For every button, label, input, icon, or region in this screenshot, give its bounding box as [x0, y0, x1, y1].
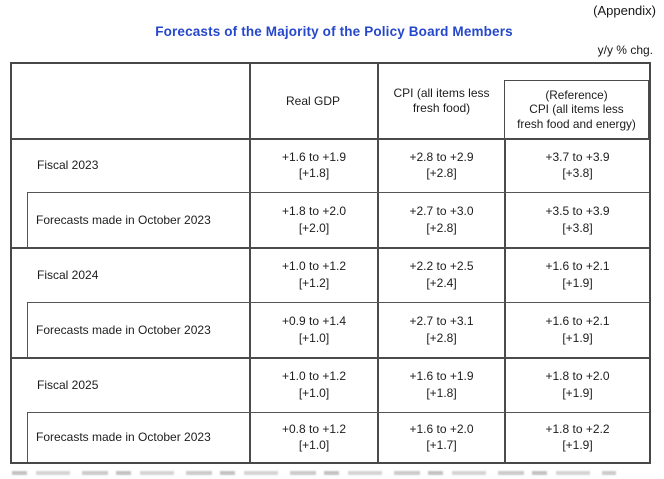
cpi-cell-fiscal-2024: +2.2 to +2.5 [+2.4]	[379, 247, 504, 302]
gdp-cell-fiscal-2024: +1.0 to +1.2 [+1.2]	[251, 247, 377, 302]
forecast-range: +2.7 to +3.0	[409, 204, 474, 218]
forecast-table: Real GDP CPI (all items less fresh food)…	[10, 62, 651, 464]
forecast-median: [+2.8]	[426, 166, 457, 180]
cpi-cell-revision-2025: +1.6 to +2.0 [+1.7]	[379, 412, 504, 462]
header-cpi-line2: fresh food)	[412, 101, 471, 115]
header-reference-line3: fresh food and energy)	[517, 116, 636, 131]
gdp-cell-fiscal-2023: +1.6 to +1.9 [+1.8]	[251, 138, 377, 192]
reference-cell-fiscal-2024: +1.6 to +2.1 [+1.9]	[506, 247, 649, 302]
cpi-cell-fiscal-2025: +1.6 to +1.9 [+1.8]	[379, 357, 504, 412]
row-label-fiscal-2024: Fiscal 2024	[37, 267, 99, 282]
forecast-median: [+1.2]	[298, 275, 330, 290]
forecast-range: +1.6 to +1.9	[409, 369, 474, 383]
reference-cell-revision-2025: +1.8 to +2.2 [+1.9]	[506, 412, 649, 462]
row-divider-revision-2024	[27, 302, 649, 304]
forecast-range: +3.5 to +3.9	[545, 204, 610, 218]
forecast-median: [+1.0]	[298, 438, 330, 452]
column-divider-2	[377, 64, 379, 462]
forecast-range: +1.0 to +1.2	[281, 259, 347, 273]
cpi-cell-fiscal-2023: +2.8 to +2.9 [+2.8]	[379, 138, 504, 192]
forecast-median: [+1.9]	[562, 330, 593, 345]
gdp-cell-fiscal-2025: +1.0 to +1.2 [+1.0]	[251, 357, 377, 412]
column-divider-1	[249, 64, 251, 462]
row-label-revision-2023: Forecasts made in October 2023	[36, 212, 211, 227]
revision-box-left-edge-2023	[27, 192, 29, 247]
forecast-median: [+3.8]	[562, 220, 593, 235]
truncated-note-line	[12, 471, 616, 475]
forecast-median: [+1.9]	[562, 385, 593, 400]
forecast-median: [+1.9]	[562, 275, 593, 290]
forecast-median: [+2.4]	[426, 275, 457, 290]
row-label-revision-2025: Forecasts made in October 2023	[36, 430, 211, 444]
header-cpi: CPI (all items less fresh food)	[379, 64, 504, 138]
forecast-range: +0.9 to +1.4	[281, 314, 347, 328]
gdp-cell-revision-2025: +0.8 to +1.2 [+1.0]	[251, 412, 377, 462]
header-bottom-border	[12, 138, 649, 140]
forecast-range: +1.6 to +2.1	[545, 314, 610, 328]
reference-cell-fiscal-2025: +1.8 to +2.0 [+1.9]	[506, 357, 649, 412]
column-divider-3	[504, 138, 506, 462]
forecast-median: [+1.0]	[298, 385, 330, 400]
header-reference-line1: (Reference)	[545, 87, 608, 102]
header-reference-line2: CPI (all items less	[529, 102, 624, 117]
forecast-median: [+1.7]	[426, 438, 457, 452]
revision-box-left-edge-2025	[27, 412, 29, 462]
forecast-median: [+3.8]	[562, 166, 593, 180]
gdp-cell-revision-2024: +0.9 to +1.4 [+1.0]	[251, 302, 377, 357]
forecast-range: +2.7 to +3.1	[409, 314, 474, 328]
header-cpi-line1: CPI (all items less	[393, 86, 490, 100]
reference-cell-revision-2023: +3.5 to +3.9 [+3.8]	[506, 192, 649, 247]
forecast-median: [+2.0]	[298, 220, 330, 235]
row-divider-revision-2025	[27, 412, 649, 414]
forecast-median: [+1.0]	[298, 330, 330, 345]
forecast-median: [+2.8]	[426, 330, 457, 345]
row-label-fiscal-2025: Fiscal 2025	[37, 377, 99, 392]
forecast-median: [+1.9]	[562, 438, 593, 452]
forecast-range: +1.8 to +2.2	[545, 421, 610, 436]
unit-label: y/y % chg.	[597, 43, 653, 57]
forecast-range: +1.8 to +2.0	[281, 204, 347, 218]
forecast-range: +1.0 to +1.2	[281, 369, 347, 383]
header-real-gdp-label: Real GDP	[285, 93, 341, 108]
forecast-range: +2.8 to +2.9	[409, 149, 474, 164]
forecast-range: +2.2 to +2.5	[409, 259, 474, 273]
page-title: Forecasts of the Majority of the Policy …	[155, 24, 513, 39]
appendix-label: (Appendix)	[593, 3, 656, 18]
forecast-range: +0.8 to +1.2	[281, 421, 347, 436]
row-label-fiscal-2023: Fiscal 2023	[37, 158, 99, 172]
revision-box-left-edge-2024	[27, 302, 29, 357]
group-divider-fy2024-fy2025	[12, 357, 649, 359]
cpi-cell-revision-2024: +2.7 to +3.1 [+2.8]	[379, 302, 504, 357]
header-real-gdp: Real GDP	[249, 64, 377, 138]
row-divider-revision-2023	[27, 192, 649, 194]
cpi-cell-revision-2023: +2.7 to +3.0 [+2.8]	[379, 192, 504, 247]
gdp-cell-revision-2023: +1.8 to +2.0 [+2.0]	[251, 192, 377, 247]
forecast-median: [+2.8]	[426, 220, 457, 235]
row-label-revision-2024: Forecasts made in October 2023	[36, 322, 211, 337]
reference-cell-fiscal-2023: +3.7 to +3.9 [+3.8]	[506, 138, 649, 192]
group-divider-fy2023-fy2024	[12, 247, 649, 249]
forecast-median: [+1.8]	[298, 166, 330, 180]
forecast-range: +1.6 to +2.1	[545, 259, 610, 273]
forecast-median: [+1.8]	[426, 385, 457, 400]
forecast-range: +1.6 to +2.0	[409, 421, 474, 436]
header-reference-cpi-box: (Reference) CPI (all items less fresh fo…	[504, 80, 649, 138]
forecast-range: +1.8 to +2.0	[545, 369, 610, 383]
forecast-range: +1.6 to +1.9	[281, 149, 347, 164]
forecast-range: +3.7 to +3.9	[545, 149, 610, 164]
reference-cell-revision-2024: +1.6 to +2.1 [+1.9]	[506, 302, 649, 357]
